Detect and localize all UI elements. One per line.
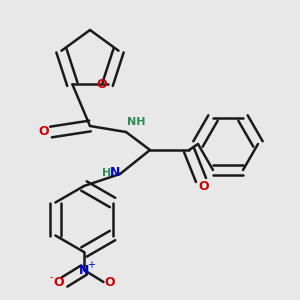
Text: O: O	[38, 125, 49, 139]
Text: O: O	[199, 179, 209, 193]
Text: H: H	[102, 167, 111, 178]
Text: +: +	[88, 260, 95, 271]
Text: NH: NH	[128, 118, 146, 128]
Text: -: -	[49, 272, 53, 283]
Text: O: O	[53, 275, 64, 289]
Text: N: N	[110, 166, 120, 179]
Text: O: O	[104, 275, 115, 289]
Text: N: N	[79, 263, 89, 277]
Text: O: O	[96, 78, 107, 91]
